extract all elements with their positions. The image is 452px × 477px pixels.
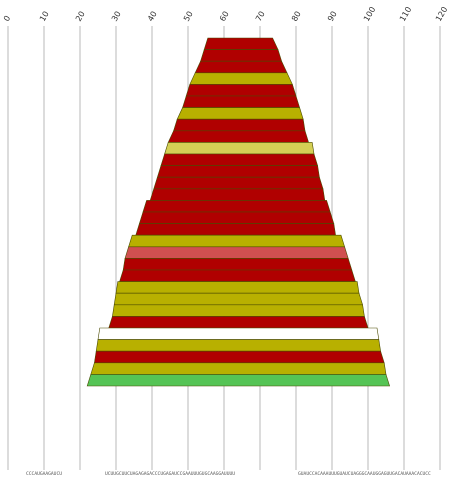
band-bulge	[128, 234, 346, 248]
band-stem	[119, 269, 356, 282]
band-stem	[185, 84, 297, 97]
band-bulge	[189, 72, 293, 85]
band-loop	[164, 142, 315, 155]
sequence-label: CCCAUGAAGAUCU	[26, 471, 62, 477]
x-tick-label: 50	[182, 10, 195, 23]
x-tick-label: 20	[74, 10, 87, 23]
band-bulge	[115, 281, 360, 294]
band-stem	[135, 223, 336, 236]
x-tick-label: 80	[290, 10, 303, 23]
sequence-label: UCUUGCUUCUAGAGAGACCCUGAGAUCCGAAUUUGUGCAA…	[105, 471, 235, 477]
band-stem	[194, 60, 288, 74]
band-stem	[108, 316, 369, 329]
band-stem	[138, 211, 335, 224]
band-stem	[203, 37, 279, 50]
structure-bands	[86, 37, 391, 387]
x-tick-label: 10	[38, 10, 51, 23]
x-tick-label: 0	[2, 14, 12, 23]
band-bulge	[112, 304, 365, 317]
x-tick-label: 90	[326, 10, 339, 23]
band-stem	[153, 176, 324, 190]
x-tick-labels: 0 10 20 30 40 50 60 70 80 90 100 110 120	[2, 5, 449, 23]
x-tick-label: 40	[146, 10, 159, 23]
band-stem	[122, 258, 353, 271]
band-stem	[142, 200, 331, 213]
x-tick-label: 30	[110, 10, 123, 23]
x-tick-label: 120	[434, 5, 449, 23]
band-stem	[156, 165, 320, 178]
band-stem	[182, 95, 301, 108]
sequence-label: GUAUCCACAAAUUUGUAUCUAGGGCAAUGGAGUUGACAUA…	[298, 471, 431, 477]
band-terminal	[86, 374, 391, 387]
x-tick-label: 60	[218, 10, 231, 23]
band-stem	[94, 350, 385, 364]
x-tick-label: 70	[254, 10, 267, 23]
band-stem	[173, 118, 306, 132]
x-tick-label: 100	[362, 5, 377, 23]
band-stem	[200, 49, 283, 62]
band-bulge	[176, 107, 304, 120]
band-bulge	[113, 292, 364, 306]
sequence-labels: CCCAUGAAGAUCU UCUUGCUUCUAGAGAGACCCUGAGAUC…	[26, 471, 431, 477]
band-gap	[97, 327, 380, 340]
band-stem	[149, 188, 326, 201]
band-bulge	[90, 362, 387, 375]
band-internal	[124, 246, 349, 259]
x-tick-label: 110	[398, 5, 413, 23]
band-bulge	[95, 339, 381, 352]
band-stem	[160, 153, 319, 166]
band-stem	[167, 130, 310, 143]
